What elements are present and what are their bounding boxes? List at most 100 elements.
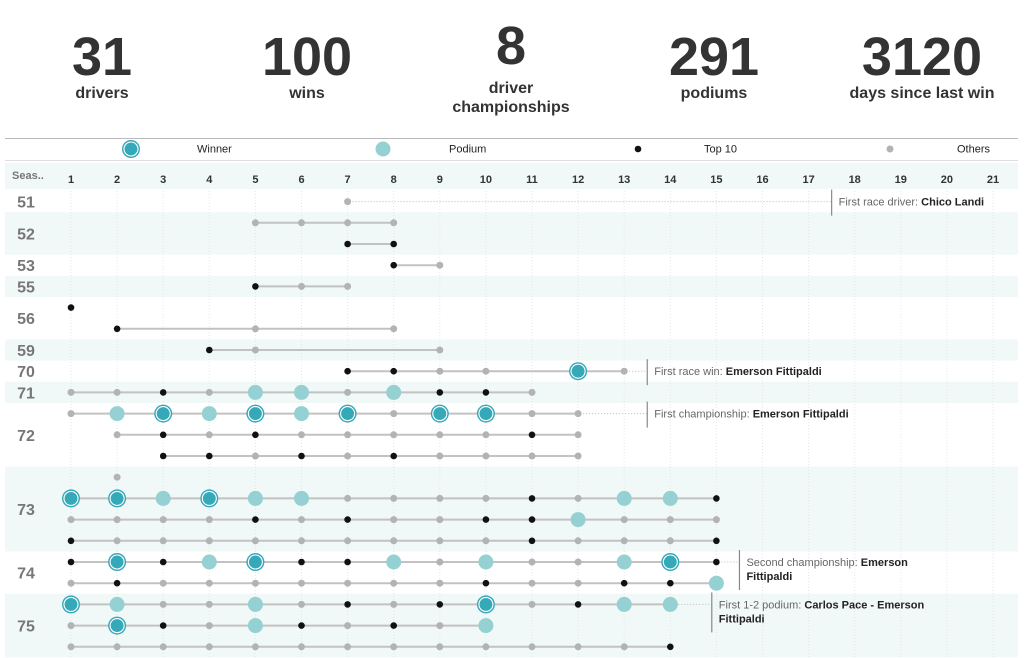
top10-marker [482,579,490,587]
annotation-value: Chico Landi [921,197,984,209]
others-marker [574,410,582,418]
season-label: 56 [17,311,35,328]
x-tick-label: 11 [526,174,538,186]
top10-marker [206,346,213,354]
top10-marker [574,601,582,608]
top10-marker [528,537,536,545]
top10-marker [390,240,398,248]
winner-marker [62,595,80,614]
winner-marker-ring [109,490,125,506]
others-marker [528,558,536,566]
annotation-text: First race win: Emerson Fittipaldi [654,366,821,378]
top10-marker [344,240,351,248]
podium-marker [247,490,263,506]
others-marker [574,643,582,651]
others-marker [251,537,259,545]
x-tick-label: 5 [252,174,258,186]
axis-header-band [5,163,1018,189]
legend-marker-winner [122,140,140,158]
winner-marker-ring [123,141,139,157]
top10-marker [620,579,628,587]
annotation-text: Second championship: Emerson [746,557,908,569]
top10-marker [667,579,674,587]
season-band [5,339,1018,361]
others-marker [390,410,398,418]
podium-marker [247,596,263,612]
others-marker [390,516,398,524]
winner-marker [246,553,265,571]
others-marker [344,431,352,439]
winner-marker-ring [109,618,125,634]
others-marker [528,410,536,418]
others-marker [113,431,121,439]
others-marker [344,643,352,651]
others-marker [482,431,490,439]
top10-marker [713,537,720,545]
winner-marker-ring [63,596,79,612]
stat-label: days since last win [849,85,995,102]
x-tick-label: 4 [206,174,213,186]
podium-marker [294,384,309,400]
top10-marker [298,558,305,566]
stat-label: wins [289,85,325,102]
winner-marker-ring [109,554,125,570]
others-marker [205,388,213,396]
winner-marker-outer [476,595,495,614]
legend-label: Top 10 [704,144,737,156]
winner-marker-outer [476,404,495,423]
podium-marker [155,490,171,506]
legend-label: Podium [449,144,486,156]
season-label: 74 [17,566,35,583]
top10-marker [482,516,490,523]
x-tick-label: 9 [437,174,443,186]
top10-marker [298,622,305,629]
podium-marker [662,490,678,506]
top10-marker [482,389,490,396]
top10-marker [390,367,398,375]
podium-marker [616,596,632,612]
others-marker [159,600,167,608]
others-marker [344,388,352,396]
others-marker [298,643,305,651]
winner-marker-ring [201,490,217,506]
annotation-text: First race driver: Chico Landi [839,197,984,209]
podium-marker [386,384,402,400]
others-marker [574,452,582,460]
podium-marker [616,490,632,506]
season-label: 70 [17,364,35,381]
others-marker [390,600,398,608]
winner-marker [661,553,680,571]
others-marker [390,494,398,502]
winner-marker-ring [662,554,678,570]
winner-marker-ring [478,596,494,612]
others-marker [436,516,444,524]
x-tick-label: 20 [941,174,953,186]
winner-marker [108,616,127,635]
others-marker [251,346,259,354]
others-marker [205,600,213,608]
winner-marker [200,489,219,508]
legend-marker-others [886,145,894,153]
others-marker [67,579,75,587]
top10-marker [528,495,536,502]
top10-marker [390,622,398,629]
others-marker [205,643,213,651]
others-marker [436,452,444,460]
winner-marker-outer [430,404,449,423]
winner-marker-outer [108,553,127,571]
legend-marker-top-10 [634,145,642,153]
others-marker [436,367,444,375]
others-marker [436,261,444,269]
others-marker [159,516,167,524]
others-marker [344,579,352,587]
others-marker [67,516,75,524]
annotation-text: First 1-2 podium: Carlos Pace - Emerson [719,599,925,611]
annotation-label: First race win: [654,366,726,378]
winner-marker-ring [247,406,263,422]
others-marker [113,473,121,481]
x-tick-label: 2 [114,174,120,186]
others-marker [298,219,305,227]
x-tick-label: 1 [68,174,74,186]
others-marker [528,579,536,587]
